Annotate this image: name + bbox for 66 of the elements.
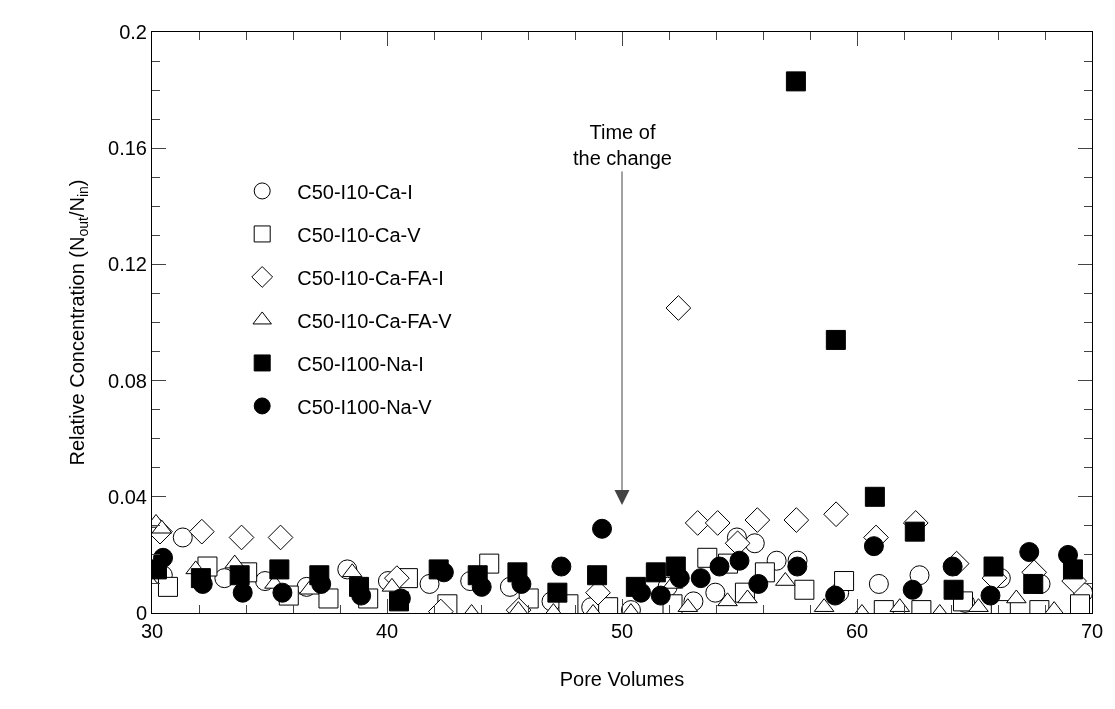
point — [669, 568, 690, 589]
legend-label: C50-I10-Ca-V — [297, 223, 422, 246]
point — [737, 589, 758, 604]
point — [717, 592, 738, 607]
point — [645, 562, 666, 583]
y-tick-label: 0.04 — [108, 485, 147, 508]
point — [863, 536, 884, 557]
annotation: Time of the change — [573, 121, 672, 169]
point — [267, 524, 294, 551]
point — [1023, 573, 1044, 594]
point — [709, 556, 730, 577]
point — [587, 565, 608, 586]
point — [825, 329, 846, 350]
y-tick-label: 0.08 — [108, 369, 147, 392]
point — [864, 486, 885, 507]
legend-label: C50-I100-Na-V — [297, 395, 433, 418]
point — [631, 582, 652, 603]
point — [232, 582, 253, 603]
point — [787, 556, 808, 577]
x-tick-label: 60 — [845, 620, 869, 642]
point — [904, 521, 925, 542]
point — [868, 573, 889, 594]
point — [744, 507, 771, 533]
point — [980, 585, 1001, 606]
point — [794, 579, 815, 600]
point — [172, 527, 193, 548]
point — [471, 576, 492, 597]
legend-label: C50-I10-Ca-I — [297, 180, 413, 203]
point — [704, 510, 731, 536]
point — [823, 501, 849, 528]
x-axis-title: Pore Volumes — [559, 667, 685, 690]
point — [228, 524, 255, 551]
point — [157, 576, 178, 597]
legend-label: C50-I10-Ca-FA-V — [297, 309, 453, 332]
y-tick-label: 0.12 — [108, 253, 147, 276]
point — [1006, 589, 1027, 604]
point — [272, 582, 293, 603]
x-tick-label: 70 — [1080, 620, 1104, 642]
y-tick-label: 0.16 — [108, 137, 147, 160]
point — [650, 585, 671, 606]
point — [943, 579, 964, 600]
point — [729, 550, 750, 571]
point — [1058, 544, 1079, 565]
point — [783, 507, 810, 533]
legend-label: C50-I100-Na-I — [297, 352, 424, 375]
point — [785, 71, 806, 92]
point — [269, 559, 290, 580]
point — [153, 547, 174, 568]
point — [1019, 542, 1040, 562]
point — [188, 518, 215, 545]
point — [902, 579, 923, 600]
x-tick-label: 40 — [375, 620, 399, 642]
point — [665, 295, 692, 321]
y-tick-label: 0.2 — [119, 21, 147, 43]
point — [551, 556, 572, 577]
legend-label: C50-I10-Ca-FA-I — [297, 266, 444, 289]
point — [1070, 594, 1091, 613]
point — [229, 565, 250, 586]
x-tick-label: 50 — [610, 620, 634, 642]
point — [547, 582, 568, 603]
point — [983, 556, 1004, 577]
point — [690, 568, 711, 589]
point — [748, 573, 769, 594]
point — [705, 582, 726, 603]
point — [592, 518, 613, 539]
point — [511, 573, 532, 594]
